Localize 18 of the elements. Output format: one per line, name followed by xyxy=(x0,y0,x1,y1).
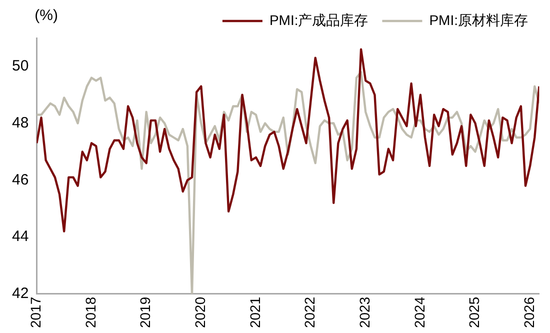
y-tick-label: 48 xyxy=(12,114,29,132)
x-tick-label: 2021 xyxy=(246,296,263,328)
y-axis-title: (%) xyxy=(34,7,58,24)
x-tick-label: 2018 xyxy=(82,296,98,328)
legend-label: PMI:原材料库存 xyxy=(429,12,528,28)
y-tick-label: 46 xyxy=(12,171,29,188)
x-tick-label: 2023 xyxy=(356,296,372,328)
x-tick-label: 2022 xyxy=(302,296,318,328)
legend-label: PMI:产成品库存 xyxy=(269,12,368,28)
x-tick-label: 2026 xyxy=(520,296,537,328)
y-tick-label: 50 xyxy=(12,58,29,75)
x-tick-label: 2019 xyxy=(137,296,154,328)
x-tick-label: 2017 xyxy=(28,296,44,328)
x-tick-label: 2025 xyxy=(466,296,482,328)
x-tick-label: 2024 xyxy=(411,296,428,328)
y-tick-label: 44 xyxy=(12,228,29,246)
x-tick-label: 2020 xyxy=(192,296,208,328)
y-tick-label: 42 xyxy=(12,284,29,302)
